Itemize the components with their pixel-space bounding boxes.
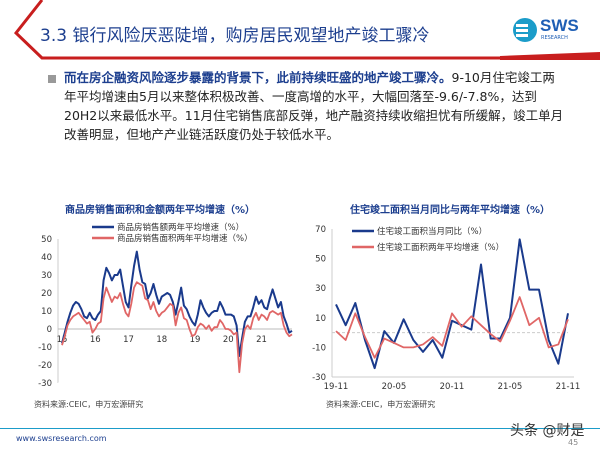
series-line-1 (335, 238, 569, 370)
logo-subtext: RESEARCH (541, 35, 568, 41)
y-tick-label: 50 (41, 235, 52, 245)
legend-label-2: 商品房销售面积两年平均增速（%） (117, 233, 253, 244)
x-tick-label: 18 (156, 335, 167, 345)
chart-source-right: 资料来源:CEIC，申万宏源研究 (326, 400, 436, 409)
body-text: 9-10月住宅竣工两年平均增速由5月以来整体积极改善、一度高增的水平，大幅回落至… (64, 70, 564, 142)
x-tick-label: 21 (256, 335, 267, 345)
logo-text: SWS (540, 16, 579, 35)
logo-icon (513, 18, 537, 42)
legend-label-1: 商品房销售额两年平均增速（%） (117, 222, 244, 233)
footer-url[interactable]: www.swsresearch.com (16, 434, 107, 443)
y-tick-label: 20 (41, 289, 52, 299)
series-line-1 (61, 250, 293, 357)
x-tick-label: 21-05 (498, 382, 523, 392)
y-tick-label: -30 (38, 379, 52, 389)
x-tick-label: 16 (90, 335, 101, 345)
chart-title: 住宅竣工面积当月同比与两年平均增速（%） (350, 203, 550, 216)
y-tick-label: 50 (315, 255, 326, 265)
body-paragraph: 而在房企融资风险逐步暴露的背景下，此前持续旺盛的地产竣工骤冷。9-10月住宅竣工… (64, 68, 564, 144)
legend-label-1: 住宅竣工面积当月同比（%） (377, 226, 487, 237)
chart-title: 商品房销售面积和金额两年平均增速（%） (65, 203, 255, 216)
y-tick-label: 10 (41, 307, 52, 317)
series-line-2 (61, 281, 293, 374)
x-tick-label: 20 (223, 335, 234, 345)
x-tick-label: 21-11 (556, 382, 581, 392)
bullet-icon (48, 75, 56, 83)
chart-sales: 商品房销售面积和金额两年平均增速（%） 50 40 30 20 10 0 -10 -20 -30 1… (38, 203, 293, 389)
x-tick-label: 19-11 (324, 382, 349, 392)
page-title: 3.3 银行风险厌恶陡增，购房居民观望地产竣工骤冷 (40, 26, 430, 46)
y-tick-label: 30 (315, 284, 326, 294)
series-line-2 (335, 296, 569, 359)
y-tick-label: -10 (312, 343, 326, 353)
legend-label-2: 住宅竣工面积两年平均增速（%） (377, 242, 504, 253)
sws-logo: SWS RESEARCH (512, 16, 592, 46)
y-tick-label: 70 (315, 225, 326, 235)
body-bold: 而在房企融资风险逐步暴露的背景下，此前持续旺盛的地产竣工骤冷。 (64, 70, 452, 85)
chart-source-left: 资料来源:CEIC，申万宏源研究 (34, 400, 144, 409)
header: 3.3 银行风险厌恶陡增，购房居民观望地产竣工骤冷 SWS RESEARCH (0, 0, 600, 62)
x-tick-label: 17 (123, 335, 134, 345)
x-tick-label: 19 (190, 335, 201, 345)
y-tick-label: 10 (315, 314, 326, 324)
page-number: 45 (568, 438, 579, 447)
watermark: 头条 @财是 (510, 423, 585, 439)
x-tick-label: 20-05 (382, 382, 407, 392)
footer-divider (0, 428, 600, 429)
y-tick-label: 40 (41, 253, 52, 263)
y-tick-label: -20 (38, 361, 52, 371)
x-tick-label: 20-11 (440, 382, 465, 392)
y-tick-label: -30 (312, 373, 326, 383)
y-tick-label: 30 (41, 271, 52, 281)
y-tick-label: -10 (38, 343, 52, 353)
y-tick-label: 0 (47, 325, 52, 335)
header-decoration (0, 0, 600, 60)
